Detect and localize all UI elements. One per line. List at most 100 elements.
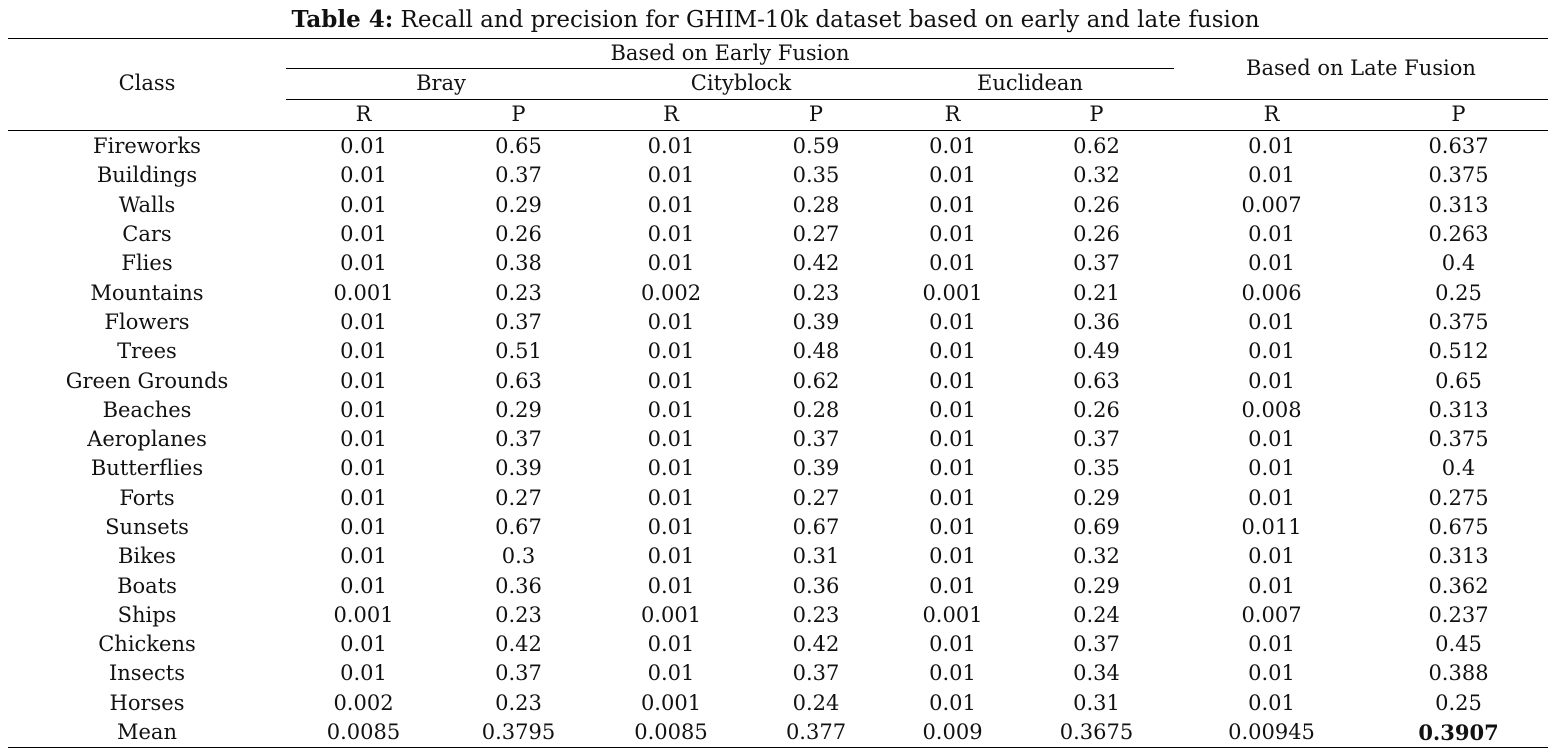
- value-cell: 0.01: [1248, 544, 1295, 569]
- value-cell: 0.001: [640, 602, 702, 627]
- table-row: Fireworks 0.01 0.65 0.01 0.59 0.01 0.62 0.01 0.6…: [8, 132, 1548, 161]
- value-cell: 0.01: [647, 309, 695, 334]
- value-cell: 0.01: [340, 544, 387, 569]
- value-cell: 0.01: [929, 134, 976, 159]
- table-row: Trees 0.01 0.51 0.01 0.48 0.01 0.49 0.01 0.512: [8, 337, 1548, 366]
- value-cell: 0.01: [647, 456, 695, 481]
- table-row: Horses 0.002 0.23 0.001 0.24 0.01 0.31 0.01 0.25: [8, 689, 1548, 718]
- value-cell: 0.001: [640, 690, 702, 715]
- class-cell: Sunsets: [105, 515, 189, 539]
- value-cell: 0.01: [1248, 632, 1295, 657]
- value-cell: 0.01: [340, 368, 387, 393]
- table-row: Aeroplanes 0.01 0.37 0.01 0.37 0.01 0.37 0.01 0.…: [8, 425, 1548, 454]
- value-cell: 0.01: [340, 427, 387, 452]
- value-cell: 0.362: [1428, 573, 1489, 598]
- value-cell: 0.01: [1248, 368, 1295, 393]
- header-cityblock: Cityblock: [690, 71, 792, 95]
- value-cell: 0.0085: [326, 720, 401, 745]
- value-cell: 0.313: [1428, 192, 1489, 217]
- value-cell: 0.38: [495, 251, 542, 276]
- value-cell: 0.01: [929, 309, 976, 334]
- value-cell: 0.4: [1441, 456, 1476, 481]
- value-cell: 0.512: [1428, 339, 1489, 364]
- value-cell: 0.24: [792, 690, 840, 715]
- sub-header: P: [808, 102, 824, 126]
- value-cell: 0.23: [495, 280, 542, 305]
- value-cell: 0.00945: [1228, 720, 1315, 745]
- value-cell: 0.35: [1073, 456, 1120, 481]
- value-cell: 0.388: [1428, 661, 1489, 686]
- table-row: Green Grounds 0.01 0.63 0.01 0.62 0.01 0.63 0.0…: [8, 366, 1548, 395]
- early-fusion-rule: [286, 68, 1174, 69]
- value-cell: 0.31: [792, 544, 840, 569]
- value-cell: 0.32: [1073, 163, 1120, 188]
- value-cell: 0.01: [340, 134, 387, 159]
- value-cell: 0.42: [792, 251, 840, 276]
- value-cell: 0.01: [647, 515, 695, 539]
- value-cell: 0.29: [1073, 573, 1120, 598]
- value-cell: 0.01: [1248, 163, 1295, 188]
- value-cell: 0.26: [1073, 222, 1120, 247]
- value-cell: 0.375: [1428, 163, 1489, 188]
- value-cell: 0.01: [1248, 339, 1295, 364]
- value-cell: 0.23: [495, 690, 542, 715]
- header-late-fusion: Based on Late Fusion: [1246, 56, 1476, 80]
- header-bottom-rule: [8, 130, 1548, 131]
- value-cell: 0.01: [929, 192, 976, 217]
- value-cell: 0.0085: [634, 720, 708, 745]
- value-cell: 0.001: [922, 280, 983, 305]
- value-cell: 0.01: [929, 544, 976, 569]
- value-cell: 0.01: [340, 661, 387, 686]
- value-cell: 0.01: [929, 573, 976, 598]
- table-row: Sunsets 0.01 0.67 0.01 0.67 0.01 0.69 0.011 0.67…: [8, 513, 1548, 542]
- caption-label: Table 4:: [291, 6, 394, 33]
- value-cell: 0.35: [792, 163, 840, 188]
- class-cell: Aeroplanes: [87, 427, 207, 452]
- table-row: Ships 0.001 0.23 0.001 0.23 0.001 0.24 0.007 0.2…: [8, 601, 1548, 630]
- value-cell: 0.01: [1248, 661, 1295, 686]
- header-bray: Bray: [416, 71, 466, 95]
- sub-header: R: [1263, 102, 1280, 126]
- value-cell: 0.01: [647, 632, 695, 657]
- sub-header: P: [511, 102, 526, 126]
- value-cell: 0.01: [1248, 427, 1295, 452]
- value-cell: 0.01: [647, 661, 695, 686]
- value-cell: 0.37: [1073, 632, 1120, 657]
- value-cell: 0.006: [1241, 280, 1302, 305]
- class-cell: Fireworks: [93, 134, 201, 159]
- value-cell: 0.63: [495, 368, 542, 393]
- value-cell: 0.01: [647, 251, 695, 276]
- class-cell: Cars: [122, 222, 172, 247]
- value-cell: 0.26: [1073, 192, 1120, 217]
- value-cell: 0.29: [495, 192, 542, 217]
- value-cell: 0.01: [1248, 251, 1295, 276]
- value-cell: 0.3907: [1418, 720, 1499, 746]
- value-cell: 0.36: [792, 573, 840, 598]
- value-cell: 0.01: [340, 222, 387, 247]
- value-cell: 0.01: [647, 222, 695, 247]
- value-cell: 0.65: [495, 134, 542, 159]
- value-cell: 0.01: [647, 573, 695, 598]
- class-cell: Walls: [118, 192, 176, 217]
- value-cell: 0.26: [495, 222, 542, 247]
- value-cell: 0.313: [1428, 397, 1489, 422]
- top-rule: [8, 38, 1548, 39]
- value-cell: 0.01: [1248, 134, 1295, 159]
- table-row: Beaches 0.01 0.29 0.01 0.28 0.01 0.26 0.008 0.31…: [8, 396, 1548, 425]
- table-row: Butterflies 0.01 0.39 0.01 0.39 0.01 0.35 0.01 0…: [8, 454, 1548, 483]
- value-cell: 0.01: [647, 544, 695, 569]
- value-cell: 0.01: [1248, 690, 1295, 715]
- value-cell: 0.01: [340, 339, 387, 364]
- value-cell: 0.01: [647, 339, 695, 364]
- value-cell: 0.001: [922, 602, 983, 627]
- value-cell: 0.37: [792, 427, 840, 452]
- class-cell: Ships: [117, 602, 177, 627]
- value-cell: 0.27: [495, 485, 542, 510]
- class-cell: Boats: [117, 573, 177, 598]
- value-cell: 0.375: [1428, 309, 1489, 334]
- value-cell: 0.263: [1428, 222, 1489, 247]
- class-cell: Butterflies: [90, 456, 204, 481]
- table-caption: Table 4: Recall and precision for GHIM-1…: [0, 6, 1551, 33]
- value-cell: 0.001: [333, 602, 394, 627]
- value-cell: 0.31: [1073, 690, 1120, 715]
